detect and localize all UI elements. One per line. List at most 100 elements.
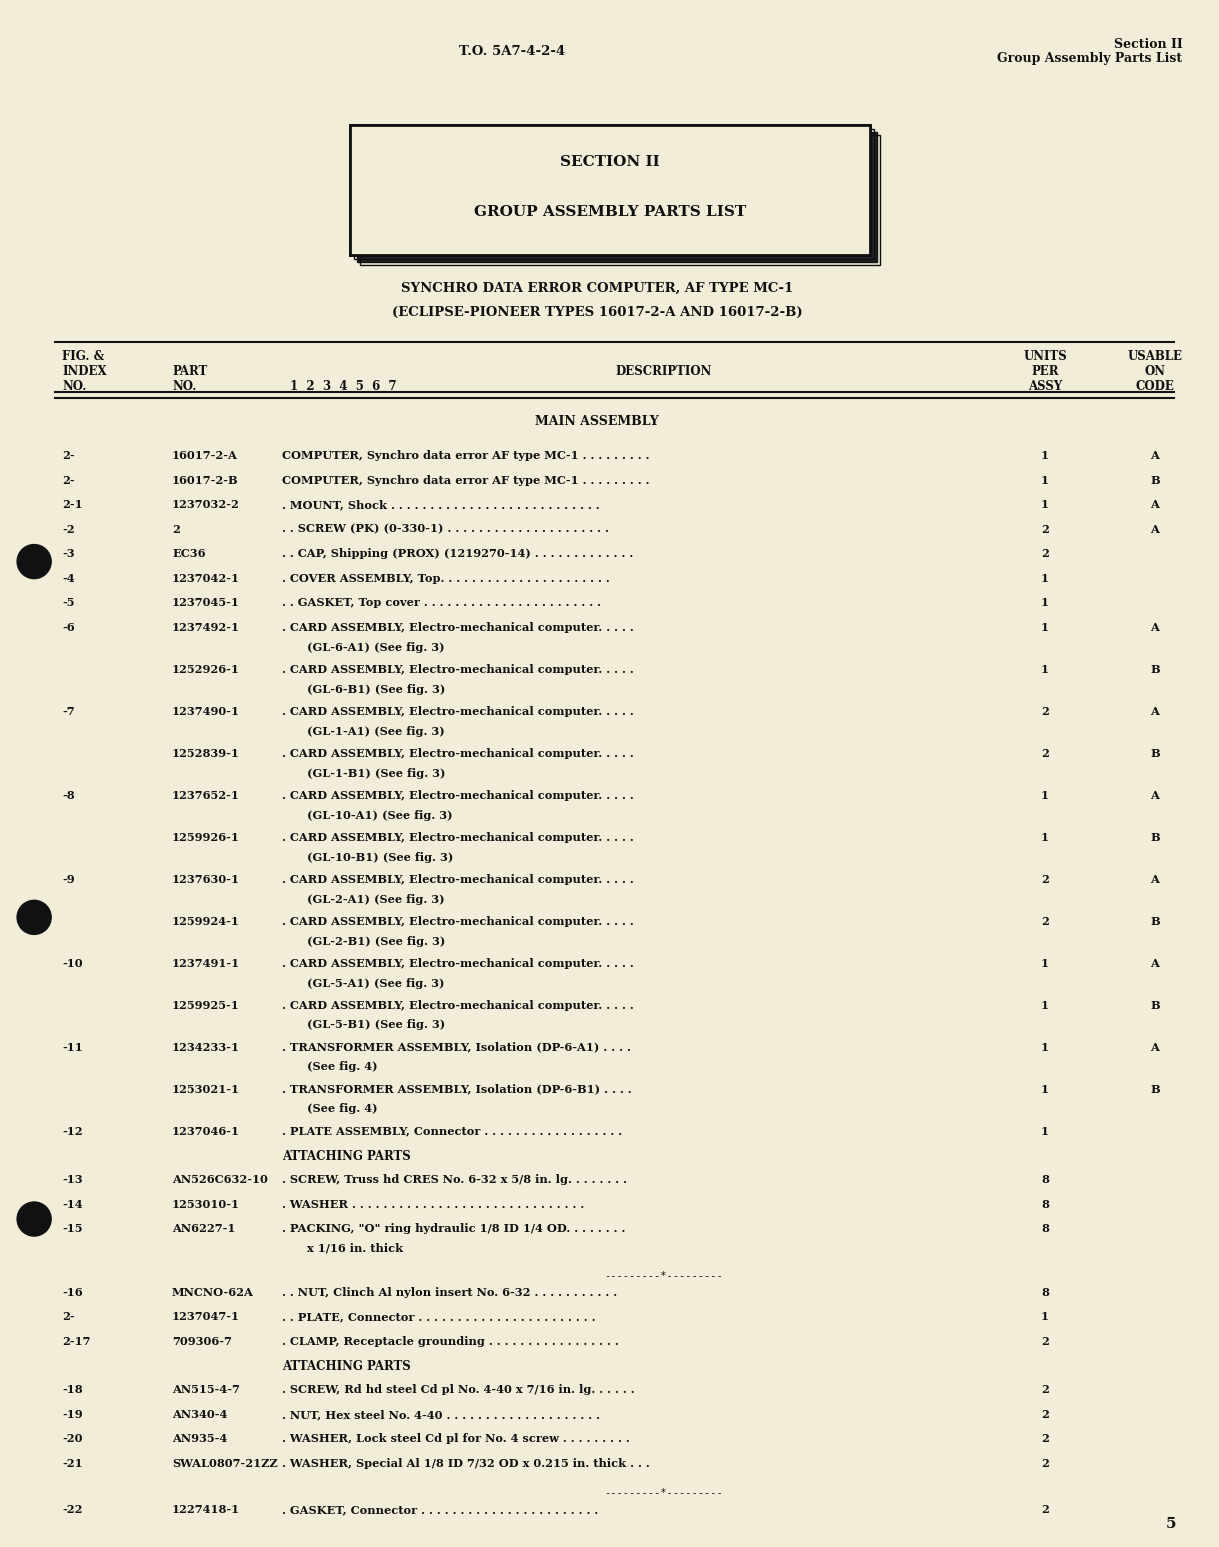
Text: (GL-5-B1) (See fig. 3): (GL-5-B1) (See fig. 3)	[307, 1019, 445, 1030]
Text: 2: 2	[1041, 1409, 1048, 1420]
Text: B: B	[1151, 916, 1159, 927]
Text: 1: 1	[1041, 597, 1050, 608]
Text: B: B	[1151, 999, 1159, 1010]
Text: (GL-10-A1) (See fig. 3): (GL-10-A1) (See fig. 3)	[307, 809, 452, 820]
Text: 1: 1	[1041, 999, 1050, 1010]
Text: A: A	[1151, 1041, 1159, 1052]
Text: . CARD ASSEMBLY, Electro-mechanical computer. . . . .: . CARD ASSEMBLY, Electro-mechanical comp…	[282, 664, 634, 674]
Text: (GL-6-B1) (See fig. 3): (GL-6-B1) (See fig. 3)	[307, 684, 445, 695]
Text: ---------*---------: ---------*---------	[605, 1488, 723, 1497]
Text: A: A	[1151, 523, 1159, 535]
Text: 1: 1	[1041, 831, 1050, 843]
Text: A: A	[1151, 789, 1159, 800]
Text: (See fig. 4): (See fig. 4)	[307, 1061, 378, 1072]
Text: B: B	[1151, 664, 1159, 674]
Text: . CARD ASSEMBLY, Electro-mechanical computer. . . . .: . CARD ASSEMBLY, Electro-mechanical comp…	[282, 874, 634, 885]
Text: 1237652-1: 1237652-1	[172, 789, 240, 800]
Text: -18: -18	[62, 1385, 83, 1395]
Text: 1252926-1: 1252926-1	[172, 664, 240, 674]
Text: . PLATE ASSEMBLY, Connector . . . . . . . . . . . . . . . . . .: . PLATE ASSEMBLY, Connector . . . . . . …	[282, 1126, 622, 1137]
Text: 1259924-1: 1259924-1	[172, 916, 240, 927]
Text: 1: 1	[1041, 572, 1050, 583]
Text: UNITS: UNITS	[1023, 350, 1067, 364]
Text: (GL-1-A1) (See fig. 3): (GL-1-A1) (See fig. 3)	[307, 726, 445, 736]
Text: 1237630-1: 1237630-1	[172, 874, 240, 885]
Text: AN340-4: AN340-4	[172, 1409, 228, 1420]
Text: . COVER ASSEMBLY, Top. . . . . . . . . . . . . . . . . . . . . .: . COVER ASSEMBLY, Top. . . . . . . . . .…	[282, 572, 610, 583]
Text: 1259925-1: 1259925-1	[172, 999, 240, 1010]
Text: T.O. 5A7-4-2-4: T.O. 5A7-4-2-4	[458, 45, 566, 57]
Bar	[360, 135, 880, 265]
Text: -22: -22	[62, 1505, 83, 1516]
Text: PER: PER	[1031, 365, 1059, 377]
Text: (GL-2-B1) (See fig. 3): (GL-2-B1) (See fig. 3)	[307, 936, 445, 947]
Text: -3: -3	[62, 548, 74, 558]
Text: (ECLIPSE-PIONEER TYPES 16017-2-A AND 16017-2-B): (ECLIPSE-PIONEER TYPES 16017-2-A AND 160…	[393, 306, 802, 319]
Text: 2: 2	[1041, 916, 1048, 927]
Text: DESCRIPTION: DESCRIPTION	[616, 365, 712, 377]
Text: . TRANSFORMER ASSEMBLY, Isolation (DP-6-A1) . . . .: . TRANSFORMER ASSEMBLY, Isolation (DP-6-…	[282, 1041, 631, 1052]
Text: x 1/16 in. thick: x 1/16 in. thick	[307, 1242, 403, 1255]
Text: . NUT, Hex steel No. 4-40 . . . . . . . . . . . . . . . . . . . .: . NUT, Hex steel No. 4-40 . . . . . . . …	[282, 1409, 600, 1420]
Text: -21: -21	[62, 1457, 83, 1470]
Text: 1: 1	[1041, 1083, 1050, 1094]
Text: 1: 1	[1041, 475, 1050, 486]
Text: PART: PART	[172, 365, 207, 377]
Text: 2: 2	[1041, 1337, 1048, 1347]
Text: . . GASKET, Top cover . . . . . . . . . . . . . . . . . . . . . . .: . . GASKET, Top cover . . . . . . . . . …	[282, 597, 601, 608]
Text: . CARD ASSEMBLY, Electro-mechanical computer. . . . .: . CARD ASSEMBLY, Electro-mechanical comp…	[282, 622, 634, 633]
Text: 2-: 2-	[62, 450, 74, 461]
Text: COMPUTER, Synchro data error AF type MC-1 . . . . . . . . .: COMPUTER, Synchro data error AF type MC-…	[282, 450, 650, 461]
Text: NO.: NO.	[172, 381, 196, 393]
Text: (GL-5-A1) (See fig. 3): (GL-5-A1) (See fig. 3)	[307, 978, 445, 989]
Text: 2: 2	[1041, 705, 1048, 716]
Text: 1: 1	[1041, 1126, 1050, 1137]
Text: 2-: 2-	[62, 475, 74, 486]
Text: 2: 2	[1041, 1434, 1048, 1445]
Text: AN526C632-10: AN526C632-10	[172, 1174, 268, 1185]
Text: 1: 1	[1041, 1041, 1050, 1052]
Text: . CARD ASSEMBLY, Electro-mechanical computer. . . . .: . CARD ASSEMBLY, Electro-mechanical comp…	[282, 999, 634, 1010]
Text: Group Assembly Parts List: Group Assembly Parts List	[997, 53, 1182, 65]
Text: . CARD ASSEMBLY, Electro-mechanical computer. . . . .: . CARD ASSEMBLY, Electro-mechanical comp…	[282, 747, 634, 758]
Text: -11: -11	[62, 1041, 83, 1052]
Circle shape	[17, 1202, 51, 1236]
Text: 2: 2	[1041, 1385, 1048, 1395]
Text: -10: -10	[62, 958, 83, 968]
Bar	[350, 125, 870, 255]
Text: 1237490-1: 1237490-1	[172, 705, 240, 716]
Text: B: B	[1151, 747, 1159, 758]
Text: . CARD ASSEMBLY, Electro-mechanical computer. . . . .: . CARD ASSEMBLY, Electro-mechanical comp…	[282, 831, 634, 843]
Text: SWAL0807-21ZZ: SWAL0807-21ZZ	[172, 1457, 278, 1470]
Text: 1253021-1: 1253021-1	[172, 1083, 240, 1094]
Text: 2: 2	[1041, 523, 1048, 535]
Text: (See fig. 4): (See fig. 4)	[307, 1103, 378, 1114]
Text: 8: 8	[1041, 1287, 1048, 1298]
Text: 709306-7: 709306-7	[172, 1337, 232, 1347]
Text: -8: -8	[62, 789, 74, 800]
Text: 1: 1	[1041, 789, 1050, 800]
Text: A: A	[1151, 500, 1159, 511]
Text: -6: -6	[62, 622, 74, 633]
Text: 2-: 2-	[62, 1312, 74, 1323]
Text: 1237045-1: 1237045-1	[172, 597, 240, 608]
Text: (GL-2-A1) (See fig. 3): (GL-2-A1) (See fig. 3)	[307, 894, 445, 905]
Text: 1: 1	[1041, 664, 1050, 674]
Text: 16017-2-B: 16017-2-B	[172, 475, 239, 486]
Text: FIG. &: FIG. &	[62, 350, 105, 364]
Text: A: A	[1151, 622, 1159, 633]
Text: (GL-10-B1) (See fig. 3): (GL-10-B1) (See fig. 3)	[307, 851, 453, 863]
Text: 16017-2-A: 16017-2-A	[172, 450, 238, 461]
Text: -9: -9	[62, 874, 74, 885]
Text: 1237047-1: 1237047-1	[172, 1312, 240, 1323]
Text: 1253010-1: 1253010-1	[172, 1199, 240, 1210]
Text: (GL-1-B1) (See fig. 3): (GL-1-B1) (See fig. 3)	[307, 767, 445, 778]
Bar	[357, 131, 876, 261]
Text: 1237492-1: 1237492-1	[172, 622, 240, 633]
Text: . . CAP, Shipping (PROX) (1219270-14) . . . . . . . . . . . . .: . . CAP, Shipping (PROX) (1219270-14) . …	[282, 548, 633, 558]
Text: 2: 2	[1041, 874, 1048, 885]
Text: 1259926-1: 1259926-1	[172, 831, 240, 843]
Text: 8: 8	[1041, 1199, 1048, 1210]
Text: 1237042-1: 1237042-1	[172, 572, 240, 583]
Bar	[358, 133, 878, 263]
